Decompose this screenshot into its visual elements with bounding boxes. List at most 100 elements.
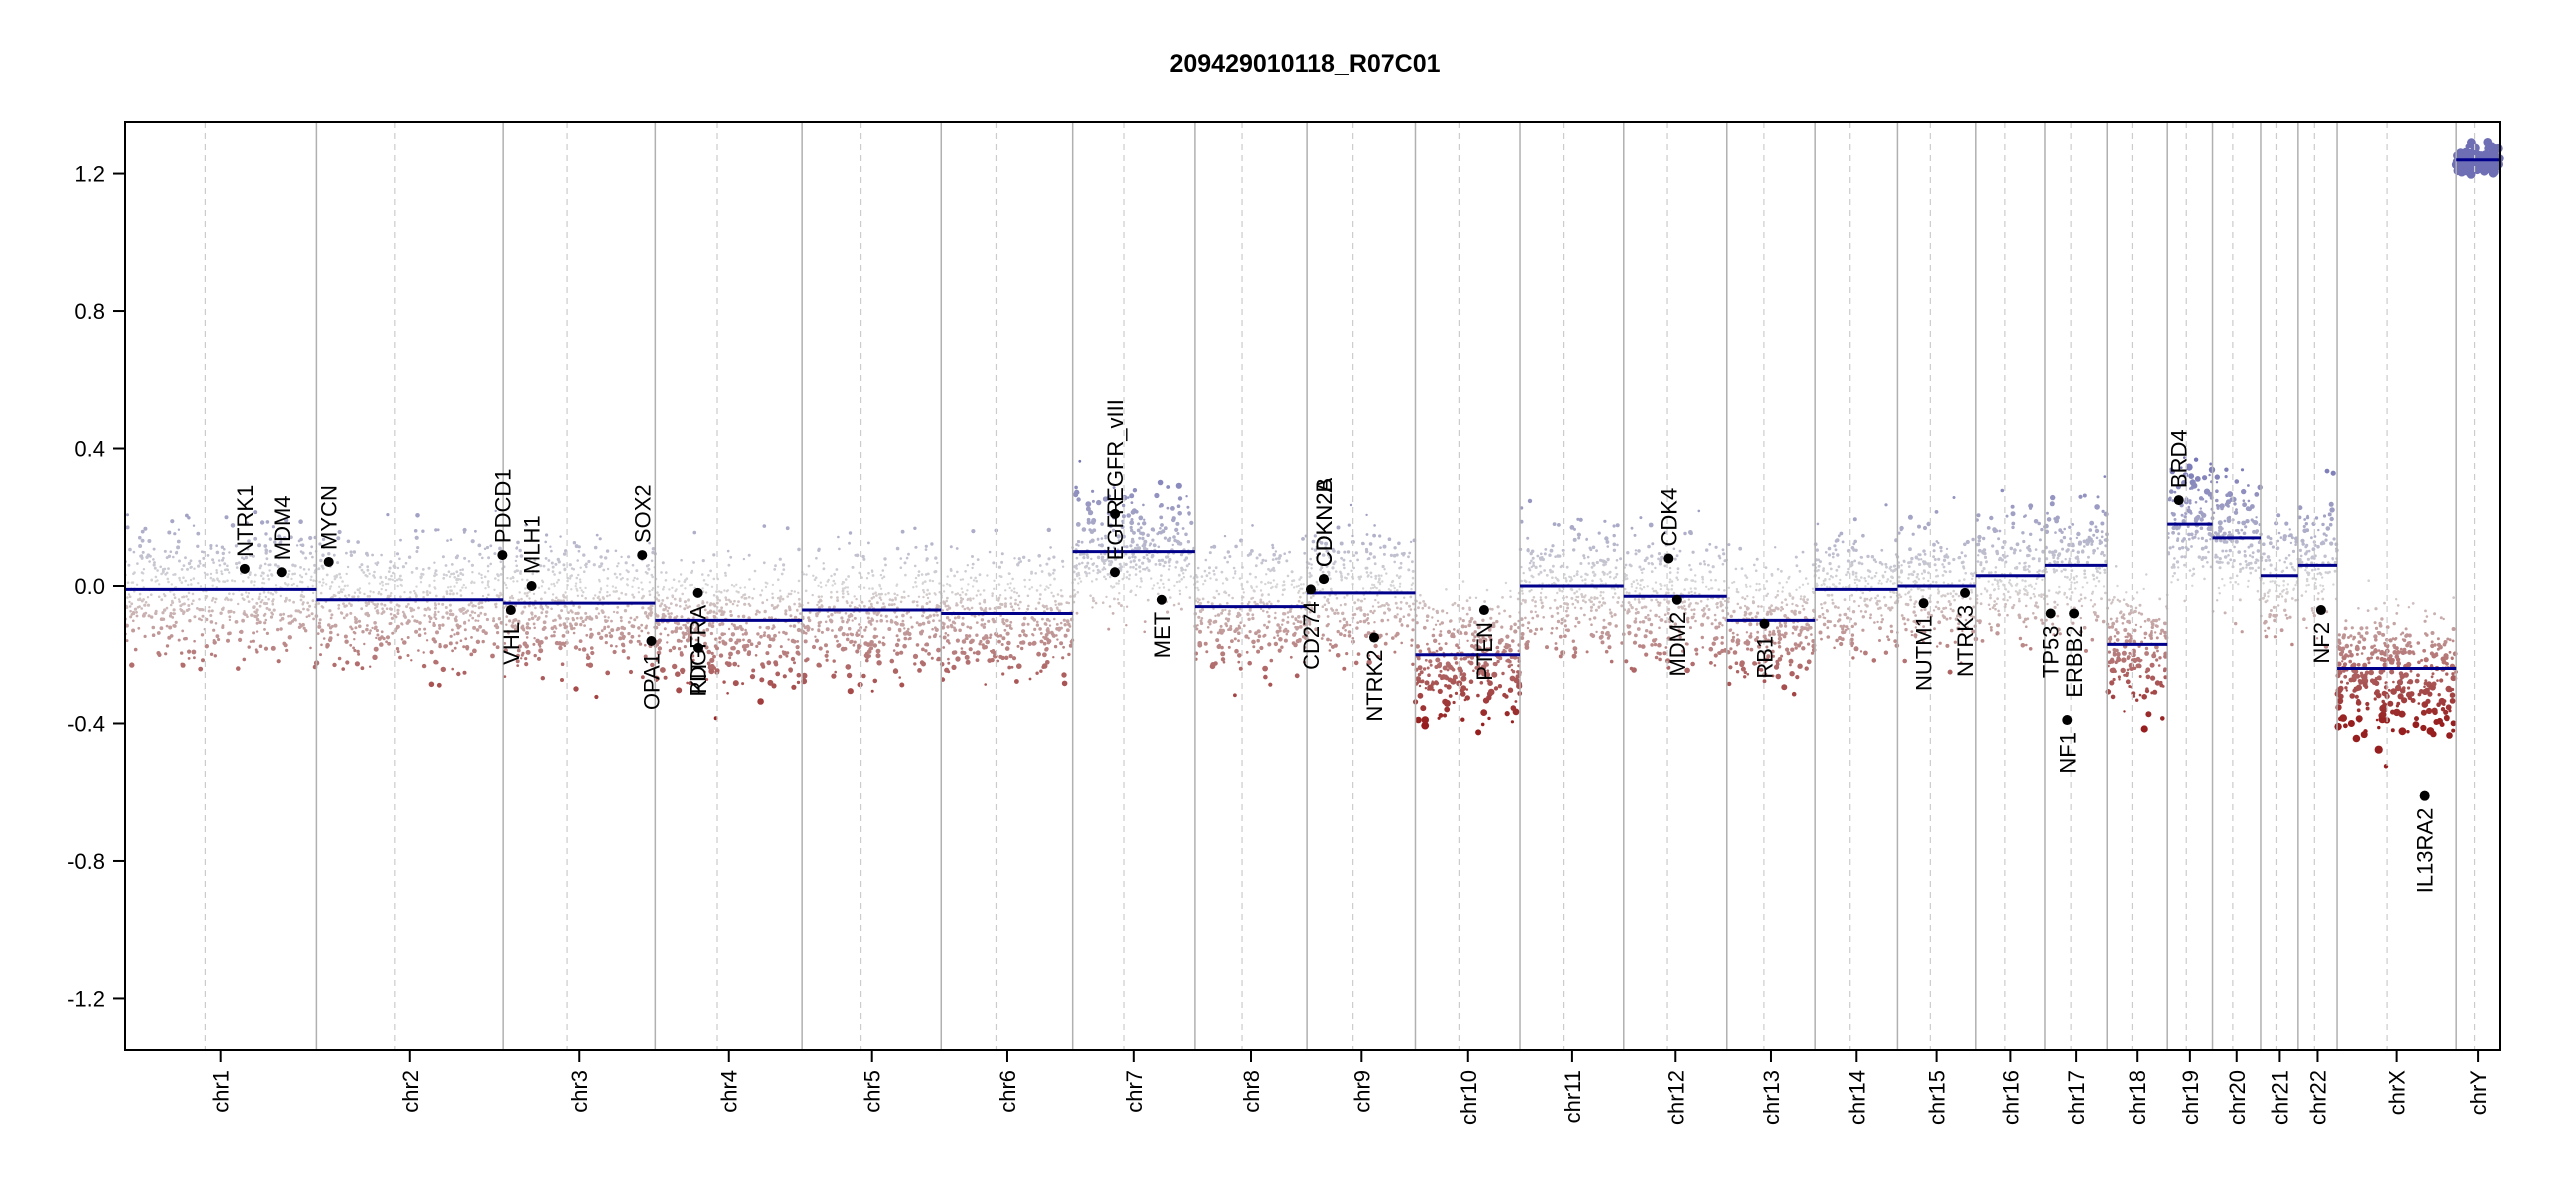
- probe-point: [1346, 572, 1350, 576]
- probe-point: [1038, 564, 1042, 567]
- probe-point: [1595, 587, 1598, 590]
- probe-point: [435, 573, 438, 576]
- probe-point: [1101, 568, 1105, 571]
- probe-point: [1234, 648, 1239, 654]
- probe-point: [1027, 559, 1031, 562]
- probe-point: [544, 557, 548, 560]
- probe-point: [971, 555, 974, 558]
- probe-point: [845, 664, 852, 670]
- probe-point: [594, 694, 599, 700]
- probe-point: [1625, 577, 1629, 580]
- probe-point: [553, 573, 556, 576]
- probe-point: [1718, 621, 1722, 626]
- probe-point: [1264, 559, 1268, 562]
- probe-point: [1369, 571, 1373, 575]
- probe-point: [1489, 616, 1493, 620]
- probe-point: [140, 529, 145, 534]
- probe-point: [1282, 612, 1286, 616]
- probe-point: [354, 661, 360, 667]
- probe-point: [1201, 597, 1205, 601]
- probe-point: [678, 626, 683, 630]
- probe-point: [730, 583, 734, 587]
- probe-point: [494, 603, 497, 606]
- probe-point: [1587, 562, 1591, 565]
- probe-point: [580, 594, 584, 598]
- probe-point: [1267, 614, 1271, 619]
- probe-point: [1109, 563, 1113, 566]
- probe-point: [527, 604, 531, 608]
- probe-point: [989, 636, 992, 639]
- probe-point: [1381, 564, 1385, 569]
- probe-point: [895, 634, 899, 638]
- probe-point: [1146, 533, 1150, 537]
- probe-point: [1128, 556, 1131, 560]
- probe-point: [603, 625, 607, 629]
- probe-point: [319, 591, 323, 595]
- probe-point: [1137, 558, 1141, 562]
- probe-point: [955, 656, 961, 662]
- probe-point: [743, 602, 747, 606]
- probe-point: [855, 633, 858, 636]
- probe-point: [1271, 543, 1274, 547]
- probe-point: [127, 581, 130, 584]
- probe-point: [558, 645, 563, 651]
- probe-point: [913, 662, 917, 666]
- probe-point: [847, 575, 850, 578]
- probe-point: [1369, 587, 1373, 590]
- probe-point: [1253, 589, 1256, 593]
- probe-point: [428, 585, 431, 588]
- probe-point: [1663, 584, 1667, 587]
- probe-point: [898, 629, 902, 633]
- probe-point: [125, 525, 130, 530]
- probe-point: [511, 621, 515, 624]
- probe-point: [1703, 562, 1707, 566]
- probe-point: [1156, 582, 1159, 585]
- probe-point: [1256, 649, 1261, 654]
- probe-point: [1411, 618, 1415, 622]
- probe-point: [196, 607, 199, 610]
- probe-point: [1431, 633, 1436, 638]
- probe-point: [1528, 567, 1531, 570]
- probe-point: [257, 597, 261, 601]
- probe-point: [1197, 588, 1200, 592]
- probe-point: [1180, 578, 1183, 581]
- probe-point: [329, 616, 333, 620]
- probe-point: [671, 595, 675, 599]
- probe-point: [403, 615, 407, 619]
- probe-point: [568, 563, 572, 567]
- probe-point: [187, 649, 192, 654]
- probe-point: [1638, 565, 1642, 569]
- probe-point: [956, 570, 959, 574]
- probe-point: [1265, 573, 1268, 576]
- probe-point: [369, 590, 372, 593]
- probe-point: [718, 636, 722, 640]
- probe-point: [618, 636, 623, 641]
- probe-point: [1291, 615, 1294, 619]
- probe-point: [969, 576, 973, 580]
- probe-point: [1544, 548, 1548, 551]
- probe-point: [519, 554, 524, 558]
- probe-point: [694, 638, 698, 642]
- probe-point: [320, 564, 324, 568]
- probe-point: [1182, 576, 1186, 579]
- probe-point: [352, 595, 356, 598]
- probe-point: [543, 591, 547, 594]
- probe-point: [1131, 555, 1134, 559]
- probe-point: [1385, 572, 1388, 575]
- probe-point: [469, 601, 473, 605]
- probe-point: [223, 547, 226, 551]
- probe-point: [1343, 602, 1347, 606]
- probe-point: [618, 573, 622, 576]
- probe-point: [1523, 599, 1527, 603]
- probe-point: [215, 586, 218, 589]
- probe-point: [517, 644, 522, 649]
- probe-point: [1608, 575, 1612, 579]
- chart-title: 209429010118_R07C01: [1169, 50, 1440, 78]
- cnv-points: [123, 138, 2504, 769]
- probe-point: [1026, 607, 1029, 611]
- probe-point: [839, 626, 844, 630]
- probe-point: [1535, 614, 1540, 618]
- probe-point: [673, 597, 677, 601]
- probe-point: [1118, 562, 1122, 566]
- probe-point: [181, 629, 185, 633]
